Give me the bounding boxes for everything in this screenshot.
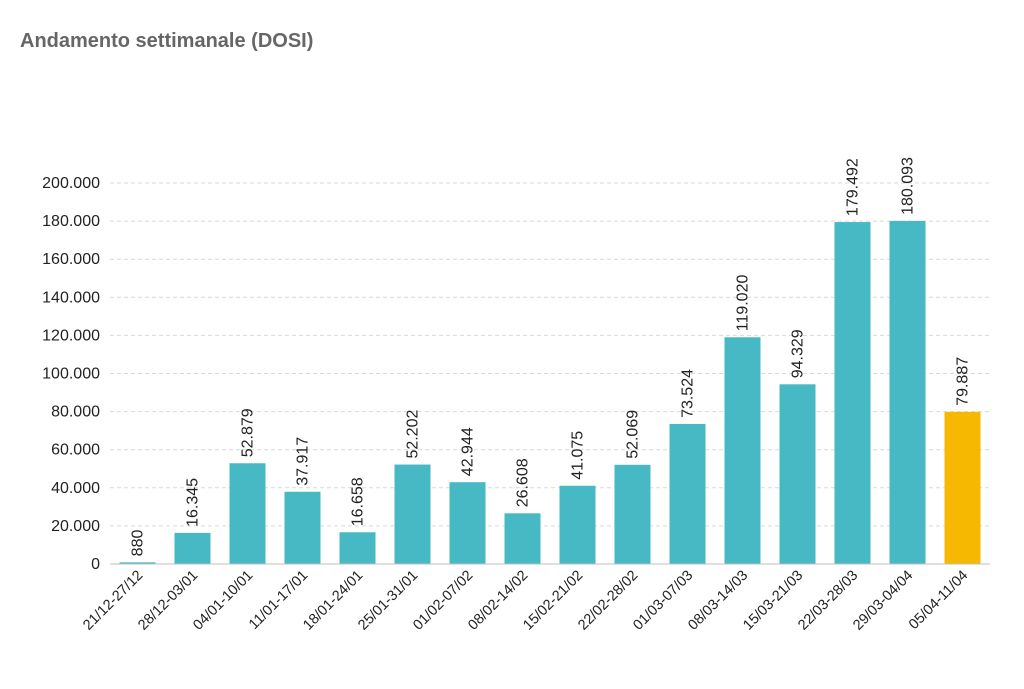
y-tick-label: 0 <box>91 556 100 573</box>
data-labels: 880 16.345 52.879 37.917 16.658 52.202 42.944 2… <box>130 157 972 556</box>
y-tick-label: 80.000 <box>51 404 100 421</box>
chart-title: Andamento settimanale (DOSI) <box>20 30 314 52</box>
x-axis-ticks: 21/12-27/1228/12-03/0104/01-10/0111/01-1… <box>80 568 971 634</box>
data-label: 16.658 <box>350 477 367 526</box>
y-tick-label: 160.000 <box>42 251 100 268</box>
y-axis-ticks: 0 20.000 40.000 60.000 80.000 100.000 120.000 1… <box>42 175 100 573</box>
data-label: 52.879 <box>240 408 257 457</box>
bar <box>229 463 266 564</box>
data-label: 41.075 <box>570 431 587 480</box>
bar <box>339 532 376 564</box>
data-label: 119.020 <box>735 275 752 332</box>
bar <box>559 485 596 564</box>
bar <box>284 491 321 564</box>
bar <box>394 464 431 564</box>
y-tick-label: 60.000 <box>51 442 100 459</box>
x-tick-label: 05/04-11/04 <box>906 568 971 633</box>
y-tick-label: 120.000 <box>42 327 100 344</box>
bar <box>889 220 926 564</box>
y-tick-label: 140.000 <box>42 289 100 306</box>
data-label: 16.345 <box>185 478 202 527</box>
data-label: 79.887 <box>955 357 972 406</box>
bar <box>119 562 156 564</box>
bars <box>119 220 981 564</box>
x-tick-label: 04/01-10/01 <box>190 568 256 634</box>
bar <box>724 337 761 564</box>
bar <box>504 513 541 564</box>
y-tick-label: 40.000 <box>51 480 100 497</box>
data-label: 180.093 <box>900 157 917 215</box>
bar <box>944 411 981 564</box>
y-tick-label: 200.000 <box>42 175 100 192</box>
bar <box>174 532 211 564</box>
data-label: 880 <box>130 530 147 557</box>
y-tick-label: 20.000 <box>51 518 100 535</box>
y-tick-label: 180.000 <box>42 213 100 230</box>
data-label: 42.944 <box>460 427 477 476</box>
bar <box>779 384 816 564</box>
data-label: 94.329 <box>790 329 807 378</box>
bar <box>614 464 651 564</box>
data-label: 73.524 <box>680 369 697 418</box>
y-tick-label: 100.000 <box>42 366 100 383</box>
data-label: 37.917 <box>295 437 312 486</box>
bar <box>834 222 871 564</box>
bar <box>449 482 486 564</box>
data-label: 52.069 <box>625 410 642 459</box>
data-label: 179.492 <box>845 158 862 216</box>
x-tick-label: 29/03-04/04 <box>850 568 916 634</box>
bar <box>669 423 706 564</box>
data-label: 26.608 <box>515 458 532 507</box>
data-label: 52.202 <box>405 410 422 459</box>
